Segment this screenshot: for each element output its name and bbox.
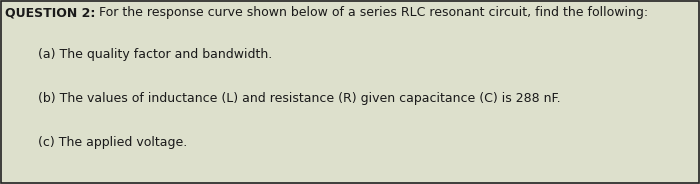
Text: For the response curve shown below of a series RLC resonant circuit, find the fo: For the response curve shown below of a … xyxy=(95,6,648,19)
Text: QUESTION 2:: QUESTION 2: xyxy=(5,6,95,19)
Text: (c) The applied voltage.: (c) The applied voltage. xyxy=(38,136,188,149)
Text: (a) The quality factor and bandwidth.: (a) The quality factor and bandwidth. xyxy=(38,48,272,61)
Text: (b) The values of inductance (L) and resistance (R) given capacitance (C) is 288: (b) The values of inductance (L) and res… xyxy=(38,92,561,105)
